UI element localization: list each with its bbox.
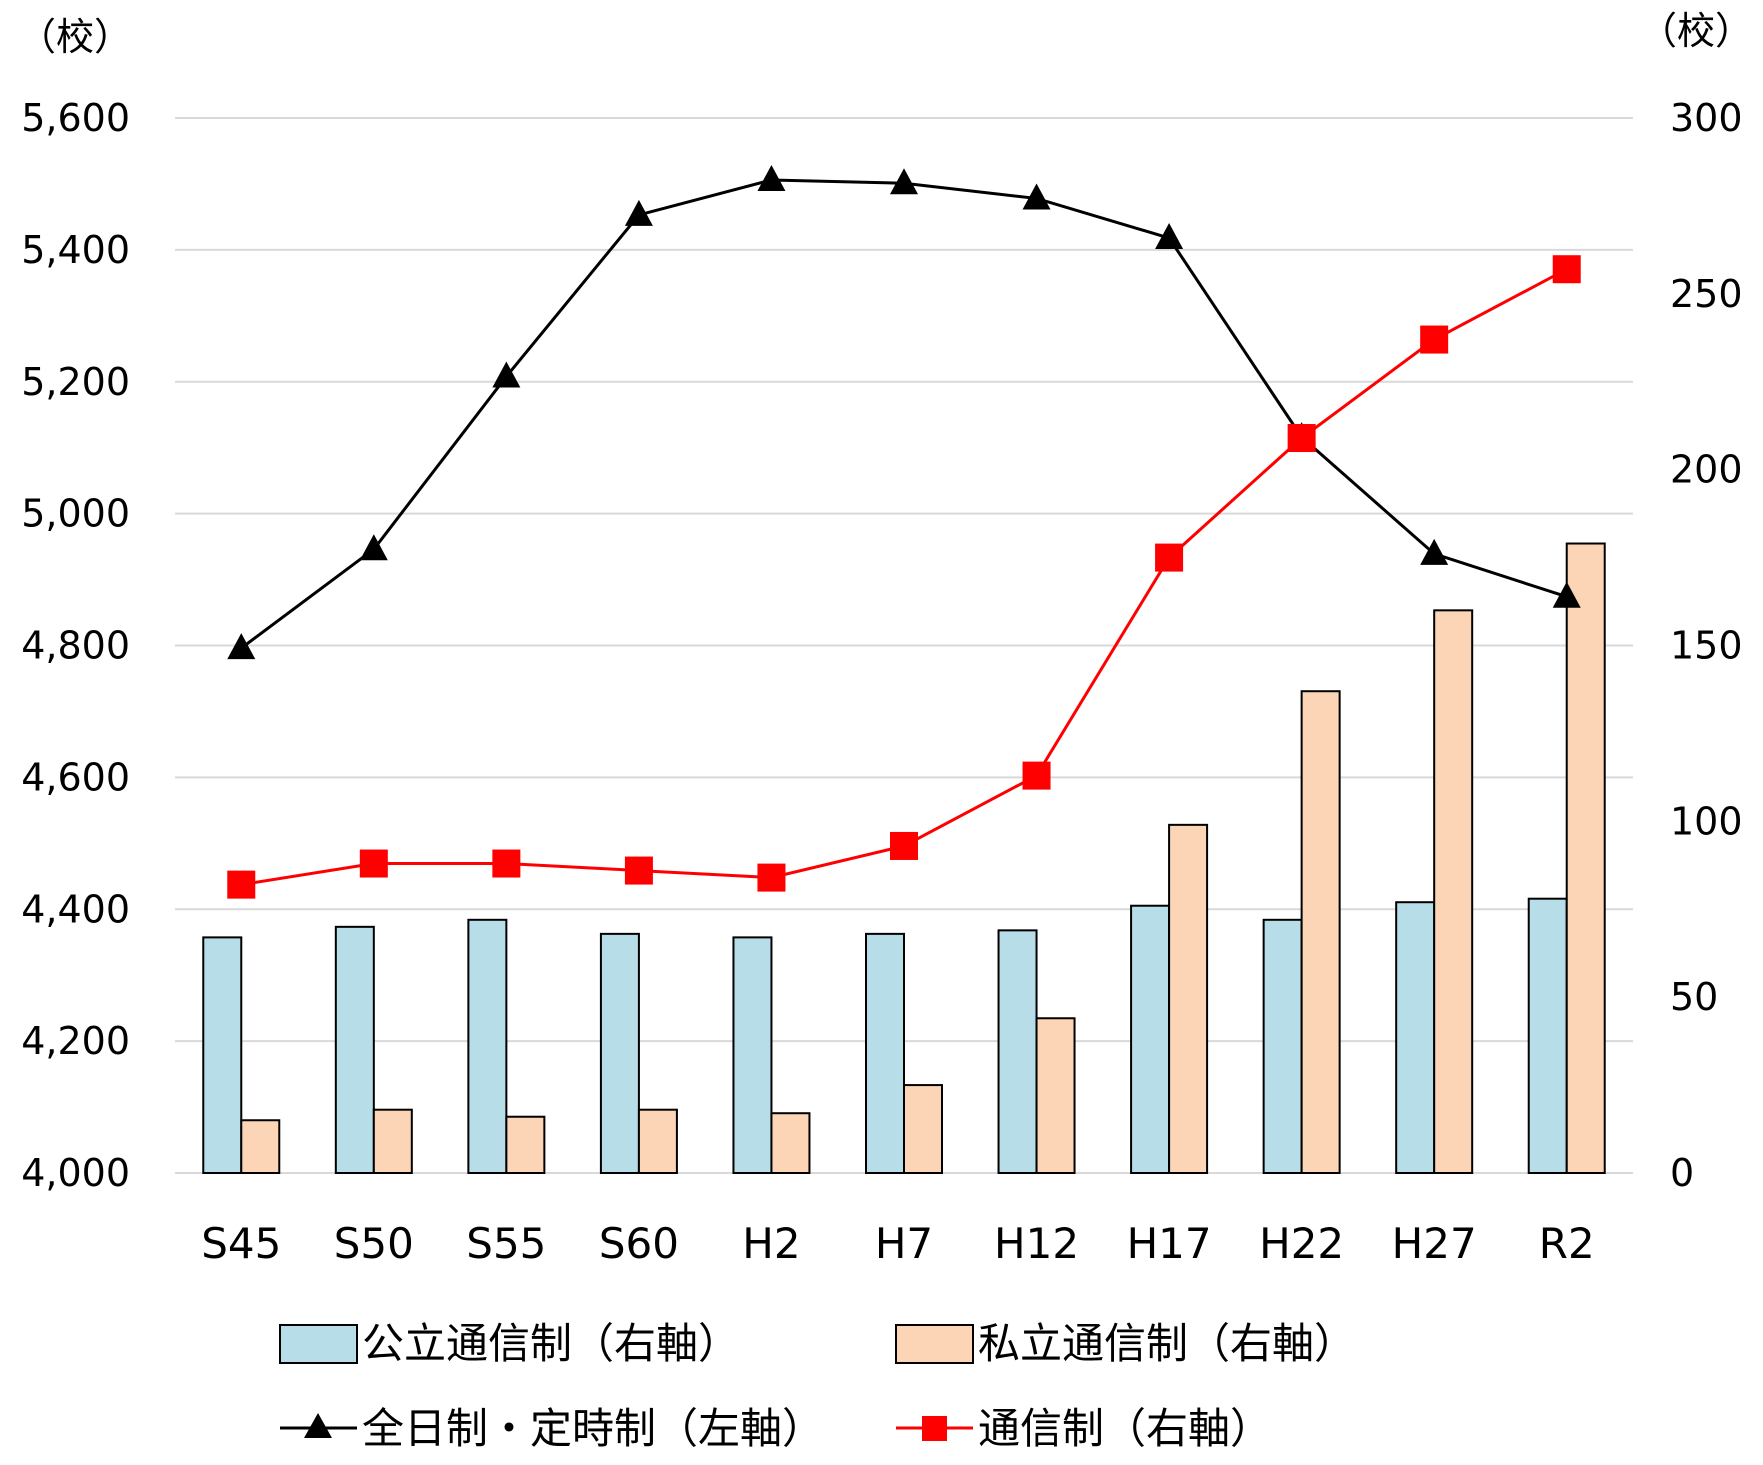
bar bbox=[997, 929, 1038, 1174]
right-tick-label: 0 bbox=[1670, 1151, 1694, 1195]
left-tick-label: 5,200 bbox=[21, 360, 130, 404]
data-point-triangle bbox=[624, 199, 653, 226]
legend-swatch-private-correspondence bbox=[895, 1324, 974, 1364]
legend-marker-triangle-icon bbox=[304, 1413, 332, 1438]
bar bbox=[599, 932, 640, 1174]
left-tick-label: 4,600 bbox=[21, 755, 130, 799]
legend-swatch-public-correspondence bbox=[279, 1324, 358, 1364]
legend: 公立通信制（右軸） 私立通信制（右軸） 全日制・定時制（左軸） 通信制（右軸） bbox=[279, 1319, 1356, 1453]
data-point-triangle bbox=[1552, 581, 1581, 608]
data-point-square bbox=[757, 863, 786, 892]
bar bbox=[770, 1112, 811, 1175]
data-point-square bbox=[1552, 255, 1581, 284]
data-point-square bbox=[1022, 761, 1051, 790]
legend-marker-square-icon bbox=[922, 1416, 947, 1441]
data-point-triangle bbox=[1022, 183, 1051, 210]
data-point-square bbox=[359, 849, 388, 878]
legend-item-public-correspondence: 公立通信制（右軸） bbox=[279, 1319, 740, 1368]
left-tick-label: 4,000 bbox=[21, 1151, 130, 1195]
right-axis-unit: （校） bbox=[1639, 9, 1753, 53]
data-point-triangle bbox=[359, 534, 388, 561]
bar bbox=[1433, 609, 1474, 1174]
bar bbox=[202, 936, 243, 1175]
data-point-square bbox=[227, 870, 256, 899]
category-label: H17 bbox=[1127, 1219, 1212, 1268]
bar bbox=[1168, 823, 1209, 1174]
left-tick-label: 5,000 bbox=[21, 492, 130, 536]
legend-label-private-correspondence: 私立通信制（右軸） bbox=[978, 1319, 1356, 1368]
bar bbox=[903, 1084, 943, 1175]
bar bbox=[1395, 901, 1436, 1174]
left-tick-label: 4,200 bbox=[21, 1019, 130, 1063]
right-tick-label: 50 bbox=[1670, 975, 1718, 1019]
data-point-square bbox=[624, 856, 653, 885]
right-tick-label: 250 bbox=[1670, 272, 1743, 316]
bar bbox=[505, 1115, 546, 1174]
data-point-square bbox=[1287, 424, 1316, 453]
bars bbox=[202, 542, 1606, 1175]
category-label: S50 bbox=[334, 1219, 414, 1268]
category-label: H22 bbox=[1259, 1219, 1344, 1268]
bar bbox=[467, 918, 508, 1174]
right-tick-label: 300 bbox=[1670, 96, 1743, 140]
series-line bbox=[241, 267, 1568, 887]
data-point-triangle bbox=[1155, 223, 1184, 250]
bar bbox=[334, 925, 375, 1174]
left-tick-label: 5,400 bbox=[21, 228, 130, 272]
left-tick-label: 4,800 bbox=[21, 624, 130, 668]
legend-label-public-correspondence: 公立通信制（右軸） bbox=[362, 1319, 740, 1368]
category-label: S45 bbox=[201, 1219, 281, 1268]
legend-item-private-correspondence: 私立通信制（右軸） bbox=[895, 1319, 1356, 1368]
category-label: R2 bbox=[1539, 1219, 1595, 1268]
data-point-triangle bbox=[757, 164, 786, 191]
bar bbox=[637, 1108, 678, 1174]
data-point-square bbox=[1155, 543, 1184, 572]
right-tick-label: 200 bbox=[1670, 448, 1743, 492]
gridlines bbox=[175, 117, 1633, 1174]
bar bbox=[240, 1119, 281, 1174]
data-point-triangle bbox=[227, 633, 256, 660]
bar bbox=[1262, 918, 1303, 1174]
category-label: H27 bbox=[1392, 1219, 1477, 1268]
data-point-square bbox=[492, 849, 521, 878]
right-tick-label: 150 bbox=[1670, 624, 1743, 668]
category-label: S60 bbox=[599, 1219, 679, 1268]
legend-item-fulltime-parttime: 全日制・定時制（左軸） bbox=[280, 1404, 824, 1453]
category-label: S55 bbox=[466, 1219, 546, 1268]
legend-label-fulltime-parttime: 全日制・定時制（左軸） bbox=[362, 1404, 824, 1453]
bar bbox=[1527, 897, 1568, 1174]
data-point-triangle bbox=[1420, 538, 1449, 565]
left-tick-label: 4,400 bbox=[21, 887, 130, 931]
series-lines bbox=[227, 164, 1581, 899]
legend-item-correspondence-total: 通信制（右軸） bbox=[896, 1404, 1272, 1453]
left-tick-label: 5,600 bbox=[21, 96, 130, 140]
category-label: H12 bbox=[994, 1219, 1079, 1268]
category-label: H2 bbox=[742, 1219, 800, 1268]
data-point-square bbox=[1420, 325, 1449, 354]
bar bbox=[865, 932, 905, 1174]
left-axis-unit: （校） bbox=[18, 15, 132, 59]
bar bbox=[1565, 542, 1606, 1174]
category-label: H7 bbox=[875, 1219, 933, 1268]
bar bbox=[1035, 1017, 1076, 1174]
bar bbox=[372, 1108, 413, 1174]
bar bbox=[1130, 904, 1171, 1174]
axes: （校） （校） 4,000 4,200 4,400 4,600 4,800 5,000 5,… bbox=[18, 9, 1753, 1268]
bar bbox=[732, 936, 773, 1175]
right-tick-label: 100 bbox=[1670, 799, 1743, 843]
data-point-triangle bbox=[890, 168, 918, 195]
data-point-square bbox=[890, 831, 918, 860]
bar bbox=[1300, 690, 1341, 1174]
legend-label-correspondence-total: 通信制（右軸） bbox=[978, 1404, 1272, 1453]
data-point-triangle bbox=[492, 361, 521, 388]
